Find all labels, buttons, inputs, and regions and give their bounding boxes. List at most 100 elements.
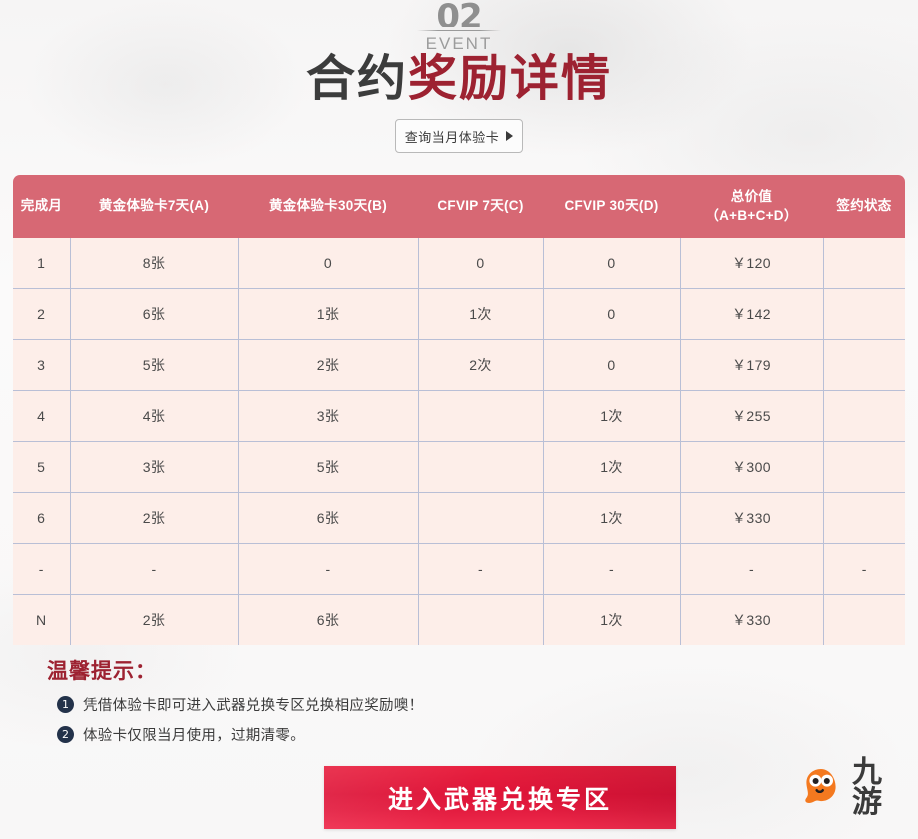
cell-cfvip30: 1次	[543, 441, 681, 493]
column-header-gold7-label: 黄金体验卡7天(A)	[98, 198, 210, 214]
column-header-month: 完成月	[13, 175, 70, 238]
cell-total: ￥255	[680, 390, 824, 442]
cell-cfvip7	[418, 492, 544, 544]
cell-month: N	[13, 594, 71, 645]
triangle-right-icon	[506, 131, 514, 141]
cell-gold7: 2张	[70, 492, 239, 544]
column-header-month-label: 完成月	[20, 198, 63, 214]
cell-month: 2	[13, 288, 71, 340]
column-header-total-label: 总价值	[730, 189, 773, 205]
notes-section: 温馨提示： 1 凭借体验卡即可进入武器兑换专区兑换相应奖励噢！ 2 体验卡仅限当月使用…	[47, 655, 647, 745]
cell-cfvip30: 0	[543, 238, 681, 289]
column-header-cfvip30: CFVIP 30天(D)	[543, 175, 680, 238]
note-number-badge: 2	[57, 726, 74, 743]
cell-cfvip30: 1次	[543, 492, 681, 544]
column-header-gold30: 黄金体验卡30天(B)	[238, 175, 418, 238]
cell-gold7: 8张	[70, 238, 239, 289]
note-text: 凭借体验卡即可进入武器兑换专区兑换相应奖励噢！	[83, 698, 424, 714]
cell-cfvip30: 1次	[543, 594, 681, 645]
cell-gold7: 2张	[70, 594, 239, 645]
cell-month: -	[13, 543, 71, 595]
cell-status	[823, 441, 905, 493]
query-monthly-card-button[interactable]: 查询当月体验卡	[395, 119, 523, 153]
cell-cfvip30: 0	[543, 288, 681, 340]
cell-cfvip7: -	[418, 543, 544, 595]
cell-status	[823, 339, 905, 391]
cell-total: ￥330	[680, 594, 824, 645]
query-monthly-card-label: 查询当月体验卡	[404, 129, 500, 145]
cell-gold30: 2张	[238, 339, 419, 391]
cell-gold7: 6张	[70, 288, 239, 340]
jiuyou-logo-text: 九游	[852, 756, 883, 819]
table-row: 2 6张 1张 1次 0 ￥142	[13, 288, 905, 340]
note-item: 1 凭借体验卡即可进入武器兑换专区兑换相应奖励噢！	[57, 694, 647, 715]
cell-total: ￥179	[680, 339, 824, 391]
cell-month: 3	[13, 339, 71, 391]
cell-status: -	[823, 543, 905, 595]
cell-total: -	[680, 543, 824, 595]
reward-table-container: 完成月 黄金体验卡7天(A) 黄金体验卡30天(B) CFVIP 7天(C) C…	[13, 175, 905, 645]
cell-gold30: 6张	[238, 594, 419, 645]
column-header-cfvip7: CFVIP 7天(C)	[418, 175, 543, 238]
cell-month: 4	[13, 390, 71, 442]
cell-total: ￥120	[680, 238, 824, 289]
cell-cfvip7	[418, 594, 544, 645]
column-header-gold7: 黄金体验卡7天(A)	[70, 175, 238, 238]
column-header-cfvip30-label: CFVIP 30天(D)	[564, 198, 659, 214]
table-row: 1 8张 0 0 0 ￥120	[13, 238, 905, 289]
cell-cfvip7: 1次	[418, 288, 544, 340]
cell-total: ￥300	[680, 441, 824, 493]
page-title: 合约奖励详情	[0, 52, 918, 107]
cell-status	[823, 238, 905, 289]
column-header-cfvip7-label: CFVIP 7天(C)	[437, 198, 524, 214]
cell-month: 1	[13, 238, 71, 289]
jiuyou-logo: 九游	[798, 758, 910, 818]
cell-month: 6	[13, 492, 71, 544]
cell-gold7: -	[70, 543, 239, 595]
note-text: 体验卡仅限当月使用，过期清零。	[83, 728, 305, 744]
cell-gold30: 1张	[238, 288, 419, 340]
column-header-status-label: 签约状态	[836, 198, 892, 214]
cell-gold30: 3张	[238, 390, 419, 442]
table-row: N 2张 6张 1次 ￥330	[13, 594, 905, 645]
reward-table-head: 完成月 黄金体验卡7天(A) 黄金体验卡30天(B) CFVIP 7天(C) C…	[13, 175, 905, 238]
table-header-row: 完成月 黄金体验卡7天(A) 黄金体验卡30天(B) CFVIP 7天(C) C…	[13, 175, 905, 238]
table-row: 4 4张 3张 1次 ￥255	[13, 390, 905, 442]
cell-status	[823, 492, 905, 544]
cell-total: ￥142	[680, 288, 824, 340]
cell-cfvip30: 0	[543, 339, 681, 391]
note-item: 2 体验卡仅限当月使用，过期清零。	[57, 724, 647, 745]
cell-status	[823, 390, 905, 442]
table-row: -------	[13, 543, 905, 595]
cell-gold7: 5张	[70, 339, 239, 391]
notes-list: 1 凭借体验卡即可进入武器兑换专区兑换相应奖励噢！ 2 体验卡仅限当月使用，过期清零。	[47, 694, 647, 745]
cell-gold30: 5张	[238, 441, 419, 493]
cell-month: 5	[13, 441, 71, 493]
page-title-part-one: 合约	[305, 52, 408, 106]
cell-gold7: 4张	[70, 390, 239, 442]
event-divider	[417, 30, 501, 31]
table-row: 6 2张 6张 1次 ￥330	[13, 492, 905, 544]
cell-status	[823, 594, 905, 645]
notes-title: 温馨提示：	[47, 660, 157, 683]
enter-weapon-exchange-button[interactable]: 进入武器兑换专区	[324, 766, 676, 829]
cell-cfvip30: -	[543, 543, 681, 595]
cell-gold30: 0	[238, 238, 419, 289]
note-number-badge: 1	[57, 696, 74, 713]
table-row: 3 5张 2张 2次 0 ￥179	[13, 339, 905, 391]
column-header-gold30-label: 黄金体验卡30天(B)	[268, 198, 388, 214]
event-mark: 02 EVENT	[0, 0, 918, 53]
cell-gold30: 6张	[238, 492, 419, 544]
cell-cfvip30: 1次	[543, 390, 681, 442]
cell-total: ￥330	[680, 492, 824, 544]
column-header-status: 签约状态	[823, 175, 905, 238]
jiuyou-mascot-icon	[798, 763, 844, 814]
cell-gold7: 3张	[70, 441, 239, 493]
cell-cfvip7	[418, 390, 544, 442]
column-header-total: 总价值 （A+B+C+D）	[680, 175, 823, 238]
cell-gold30: -	[238, 543, 419, 595]
cell-cfvip7: 2次	[418, 339, 544, 391]
cell-cfvip7	[418, 441, 544, 493]
reward-table-body: 1 8张 0 0 0 ￥120 2 6张 1张 1次 0 ￥142 3 5张 2张 2次 0 ￥179 4 4张 3张 1…	[13, 238, 905, 645]
